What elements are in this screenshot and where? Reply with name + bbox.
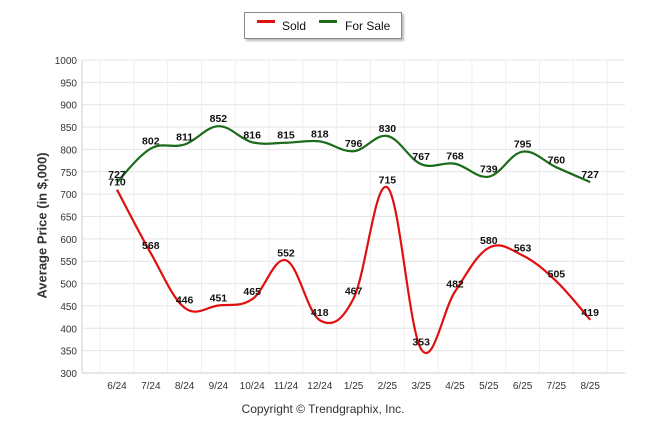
- legend-label-for-sale: For Sale: [345, 19, 391, 33]
- data-label-for-sale: 795: [514, 139, 532, 151]
- data-label-for-sale: 852: [210, 113, 228, 125]
- y-tick-label: 850: [60, 123, 77, 134]
- x-axis-ticks: 6/24 7/24 8/24 9/24 10/24 11/24 12/24 1/25 2/25 3…: [107, 381, 600, 392]
- data-label-sold: 580: [480, 235, 498, 247]
- y-tick-label: 500: [60, 280, 77, 291]
- x-tick-label: 8/24: [175, 381, 195, 392]
- data-label-for-sale: 760: [548, 154, 566, 166]
- y-tick-label: 550: [60, 257, 77, 268]
- x-tick-label: 7/24: [141, 381, 161, 392]
- legend: Sold For Sale: [244, 12, 402, 39]
- data-label-sold: 446: [176, 295, 194, 307]
- data-label-for-sale: 727: [108, 169, 126, 181]
- data-label-for-sale: 768: [446, 151, 464, 163]
- y-tick-label: 450: [60, 302, 77, 313]
- x-tick-label: 11/24: [274, 381, 299, 392]
- data-label-sold: 353: [412, 336, 430, 348]
- y-tick-label: 300: [60, 369, 77, 380]
- x-tick-label: 12/24: [307, 381, 332, 392]
- y-axis-ticks: 300 350 400 450 500 550 600 650 700 750 800 850 900 9…: [55, 56, 78, 380]
- data-label-for-sale: 830: [379, 123, 397, 135]
- x-tick-label: 6/25: [513, 381, 533, 392]
- y-tick-label: 750: [60, 168, 77, 179]
- data-label-sold: 568: [142, 240, 160, 252]
- x-tick-label: 4/25: [445, 381, 465, 392]
- series-lines: [116, 125, 592, 354]
- x-tick-label: 3/25: [411, 381, 431, 392]
- data-label-for-sale: 796: [345, 138, 363, 150]
- data-label-for-sale: 816: [243, 129, 261, 141]
- y-tick-label: 950: [60, 78, 77, 89]
- y-tick-label: 900: [60, 101, 77, 112]
- data-label-for-sale: 811: [176, 132, 193, 144]
- grid-lines: [81, 59, 625, 374]
- y-axis-label: Average Price (in $,000): [34, 152, 50, 299]
- series-line-for-sale: [116, 125, 591, 184]
- copyright-text: Copyright © Trendgraphix, Inc.: [241, 402, 405, 416]
- data-label-sold: 467: [345, 285, 363, 297]
- data-label-sold: 451: [210, 292, 228, 304]
- data-label-sold: 715: [379, 174, 397, 186]
- x-tick-label: 7/25: [547, 381, 567, 392]
- legend-swatch-for-sale: [319, 20, 337, 23]
- data-label-for-sale: 818: [311, 128, 329, 140]
- data-label-for-sale: 739: [480, 164, 498, 176]
- data-label-sold: 552: [277, 247, 295, 259]
- data-label-sold: 419: [581, 307, 599, 319]
- series-line-sold: [116, 186, 592, 354]
- y-tick-label: 800: [60, 145, 77, 156]
- data-label-sold: 465: [243, 286, 261, 298]
- data-label-sold: 563: [514, 242, 532, 254]
- x-tick-label: 1/25: [344, 381, 364, 392]
- data-label-for-sale: 815: [277, 130, 295, 142]
- legend-swatch-sold: [257, 20, 275, 23]
- y-tick-label: 650: [60, 213, 77, 224]
- x-tick-label: 6/24: [107, 381, 127, 392]
- data-label-sold: 710: [108, 177, 126, 189]
- data-label-sold: 418: [311, 307, 329, 319]
- y-tick-label: 700: [60, 190, 77, 201]
- x-tick-label: 9/24: [209, 381, 229, 392]
- x-tick-label: 8/25: [580, 381, 600, 392]
- x-tick-label: 2/25: [378, 381, 398, 392]
- y-tick-label: 1000: [55, 56, 78, 67]
- data-label-sold: 482: [446, 279, 464, 291]
- y-tick-label: 350: [60, 347, 77, 358]
- x-tick-label: 5/25: [479, 381, 499, 392]
- y-tick-label: 600: [60, 235, 77, 246]
- data-label-for-sale: 727: [581, 169, 599, 181]
- y-tick-label: 400: [60, 324, 77, 335]
- data-label-sold: 505: [548, 268, 566, 280]
- data-labels: 710 568 446 451 465 552 418 467 715 353 482 580 563 5…: [108, 113, 599, 348]
- data-label-for-sale: 802: [142, 136, 160, 148]
- x-tick-label: 10/24: [240, 381, 265, 392]
- legend-label-sold: Sold: [282, 19, 307, 33]
- data-label-for-sale: 767: [412, 151, 430, 163]
